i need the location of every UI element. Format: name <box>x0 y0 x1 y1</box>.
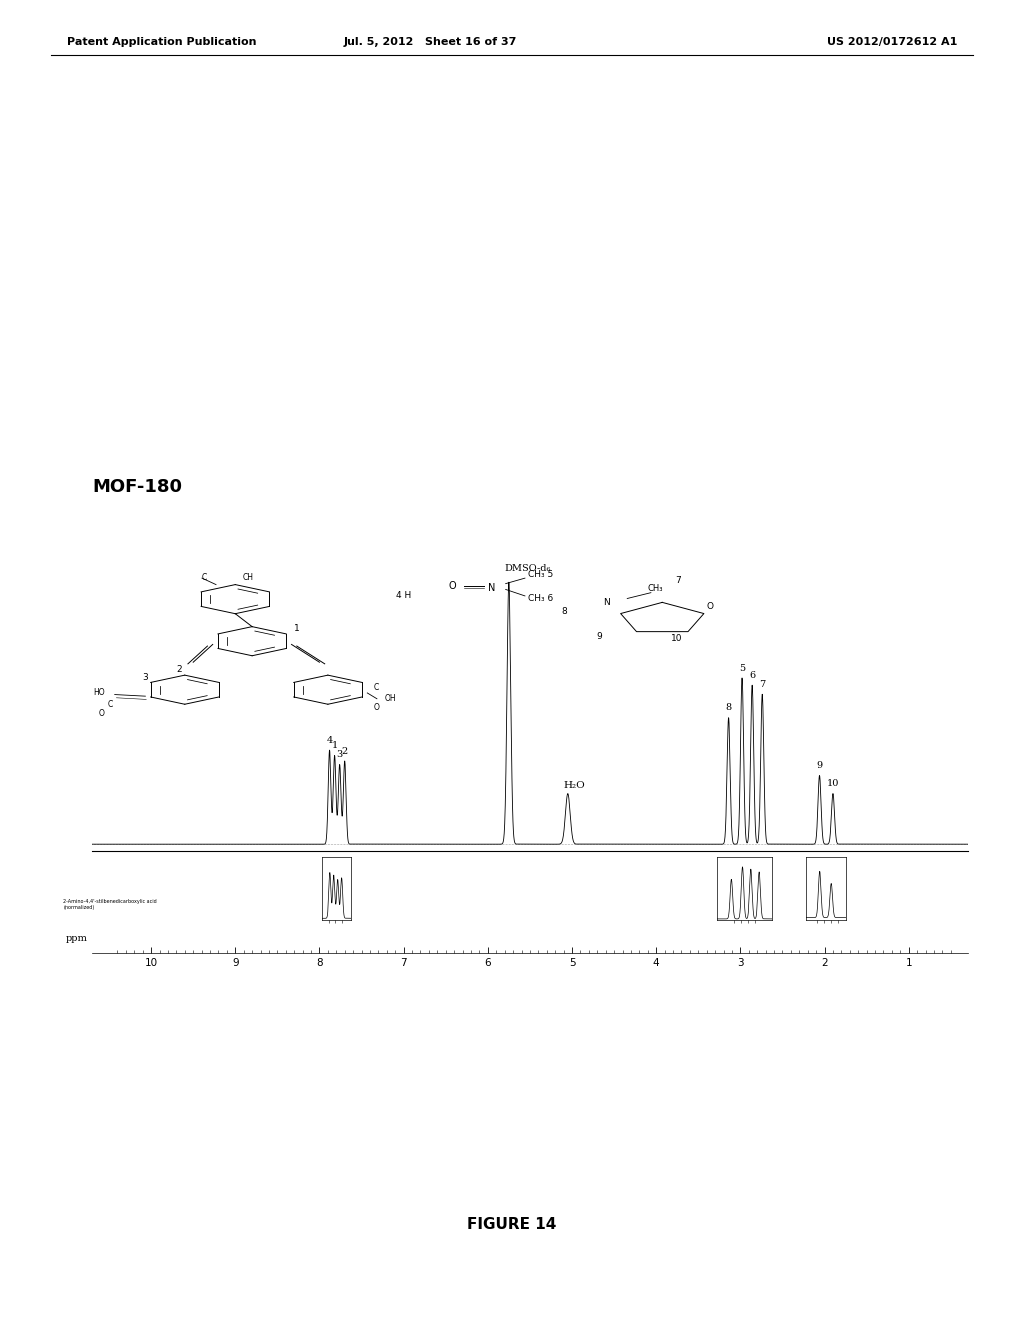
Text: C: C <box>202 573 207 582</box>
Text: 3: 3 <box>142 673 148 682</box>
Text: 5: 5 <box>739 664 745 672</box>
Text: 1: 1 <box>332 742 338 750</box>
Text: 7: 7 <box>759 680 765 689</box>
Text: 3: 3 <box>337 750 343 759</box>
Text: 6: 6 <box>750 671 756 680</box>
Text: 2-Amino-4,4'-stilbenedicarboxylic acid
(normalized): 2-Amino-4,4'-stilbenedicarboxylic acid (… <box>63 899 158 909</box>
Text: O: O <box>706 602 713 611</box>
Text: C: C <box>374 682 379 692</box>
Text: 10: 10 <box>671 634 683 643</box>
Text: OH: OH <box>385 694 396 704</box>
Text: 8: 8 <box>561 607 567 615</box>
Text: N: N <box>603 598 610 607</box>
Text: DMSO-d₆: DMSO-d₆ <box>505 564 551 573</box>
Text: 4 H: 4 H <box>396 590 412 599</box>
Text: 4: 4 <box>327 735 333 744</box>
Text: O: O <box>99 709 104 718</box>
Text: 2: 2 <box>342 747 348 755</box>
Text: 9: 9 <box>816 762 822 770</box>
Text: FIGURE 14: FIGURE 14 <box>467 1217 557 1233</box>
Text: O: O <box>449 581 457 591</box>
Text: 9: 9 <box>597 631 602 640</box>
Text: 8: 8 <box>726 704 732 713</box>
Text: N: N <box>488 583 496 593</box>
Text: CH₃ 6: CH₃ 6 <box>527 594 553 603</box>
Text: 10: 10 <box>826 779 840 788</box>
Text: CH: CH <box>243 573 253 582</box>
Text: 2: 2 <box>176 665 181 675</box>
Text: HO: HO <box>93 688 104 697</box>
Text: ppm: ppm <box>67 935 88 942</box>
Text: CH₃: CH₃ <box>647 583 663 593</box>
Text: Patent Application Publication: Patent Application Publication <box>67 37 256 48</box>
Text: 7: 7 <box>676 576 681 585</box>
Text: 1: 1 <box>294 624 300 634</box>
Text: MOF-180: MOF-180 <box>92 478 182 496</box>
Text: CH₃ 5: CH₃ 5 <box>527 569 553 578</box>
Text: C: C <box>108 701 113 709</box>
Text: Jul. 5, 2012   Sheet 16 of 37: Jul. 5, 2012 Sheet 16 of 37 <box>343 37 517 48</box>
Text: O: O <box>374 702 379 711</box>
Text: H₂O: H₂O <box>563 781 586 789</box>
Text: US 2012/0172612 A1: US 2012/0172612 A1 <box>827 37 957 48</box>
